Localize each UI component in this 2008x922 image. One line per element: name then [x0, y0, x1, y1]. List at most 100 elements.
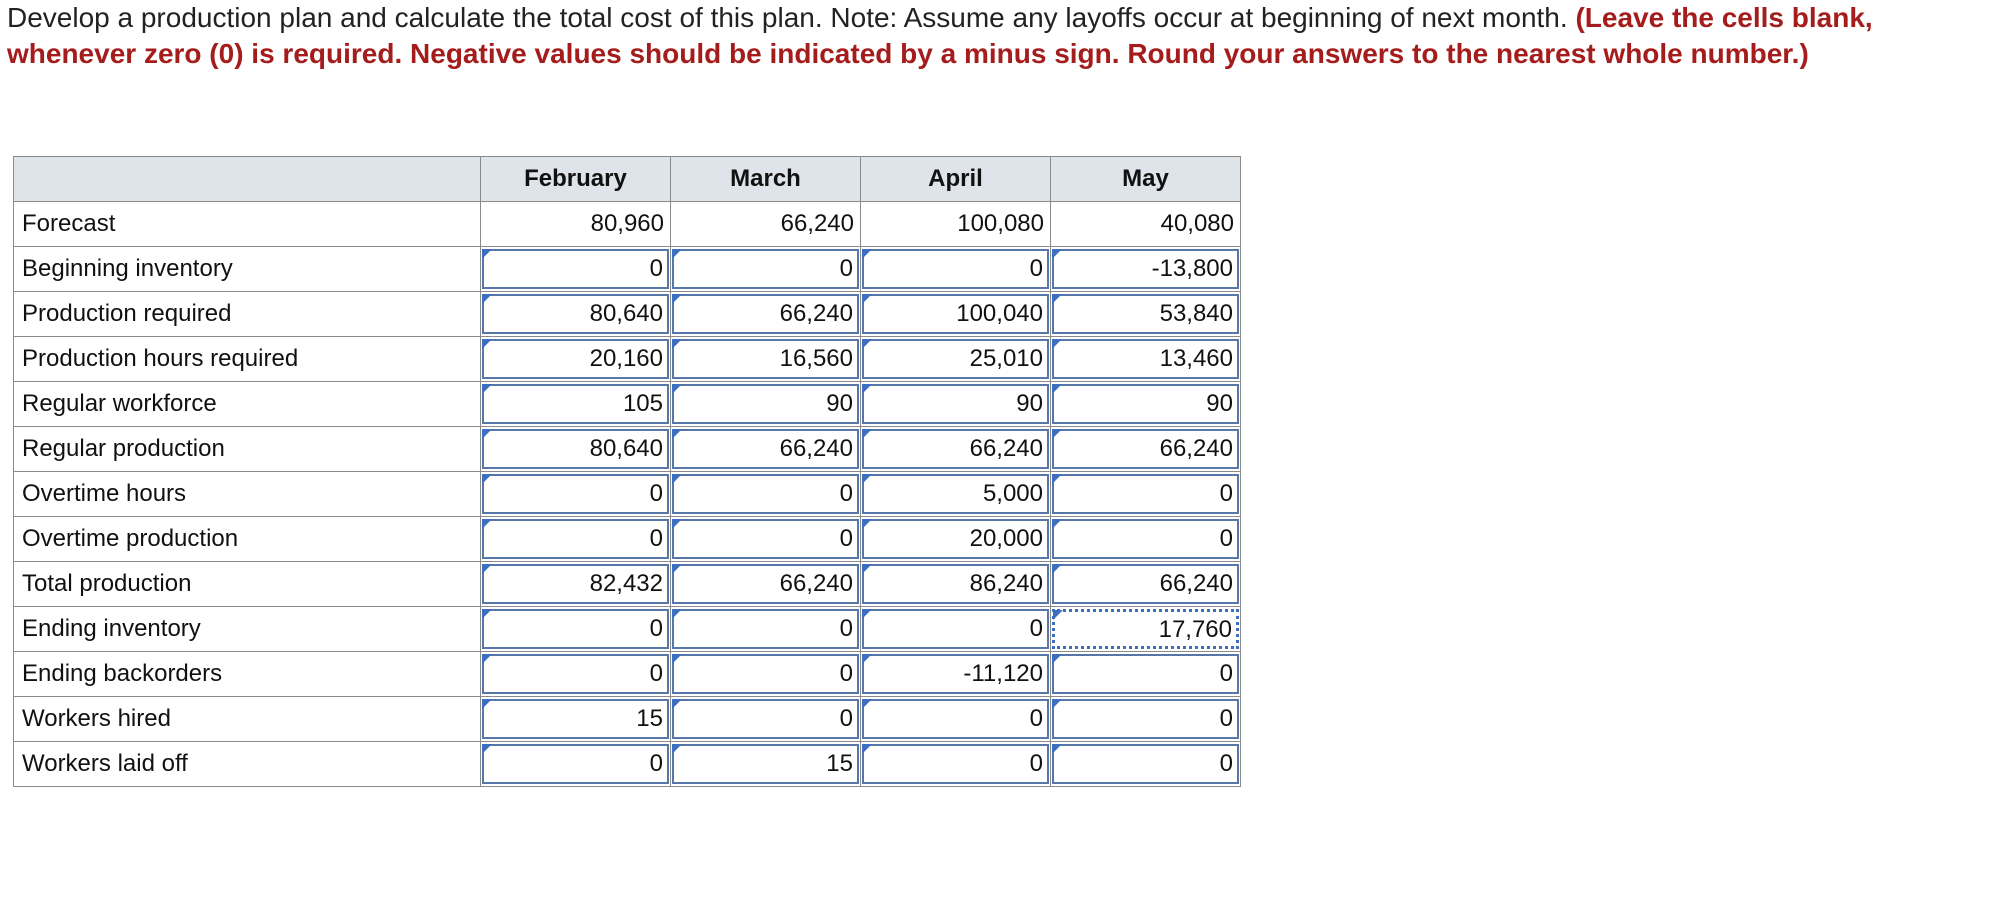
cell: 20,160: [480, 336, 671, 382]
input-cell[interactable]: 0: [482, 654, 669, 694]
instruction-text: Develop a production plan and calculate …: [7, 2, 1568, 33]
cell: 100,080: [860, 201, 1051, 247]
column-header: February: [480, 156, 671, 202]
table-row: Production required 80,640 66,240 100,040 53…: [13, 291, 1241, 337]
input-cell[interactable]: 0: [672, 609, 859, 649]
cell: 13,460: [1050, 336, 1241, 382]
cell: 82,432: [480, 561, 671, 607]
cell: 20,000: [860, 516, 1051, 562]
cell: 86,240: [860, 561, 1051, 607]
table-body: Forecast 80,960 66,240 100,080 40,080 Beginni…: [13, 201, 1241, 787]
input-cell[interactable]: -11,120: [862, 654, 1049, 694]
input-cell[interactable]: 0: [1052, 519, 1239, 559]
input-cell[interactable]: 5,000: [862, 474, 1049, 514]
row-label: Forecast: [13, 201, 481, 247]
cell: 0: [1050, 516, 1241, 562]
input-cell[interactable]: 0: [862, 744, 1049, 784]
input-cell[interactable]: 0: [862, 249, 1049, 289]
cell: 0: [670, 696, 861, 742]
input-cell[interactable]: 0: [482, 744, 669, 784]
input-cell[interactable]: 0: [672, 474, 859, 514]
header-corner: [13, 156, 481, 202]
input-cell[interactable]: 0: [482, 519, 669, 559]
cell: 66,240: [670, 426, 861, 472]
table-row: Workers laid off 0 15 0 0: [13, 741, 1241, 787]
input-cell[interactable]: 90: [1052, 384, 1239, 424]
row-label: Workers hired: [13, 696, 481, 742]
column-header: March: [670, 156, 861, 202]
input-cell[interactable]: 0: [1052, 699, 1239, 739]
input-cell[interactable]: 0: [862, 609, 1049, 649]
input-cell[interactable]: 66,240: [1052, 564, 1239, 604]
cell: 66,240: [1050, 561, 1241, 607]
cell: 0: [670, 471, 861, 517]
input-cell[interactable]: 66,240: [1052, 429, 1239, 469]
input-cell[interactable]: 82,432: [482, 564, 669, 604]
row-label: Production hours required: [13, 336, 481, 382]
table-row: Workers hired 15 0 0 0: [13, 696, 1241, 742]
input-cell[interactable]: 105: [482, 384, 669, 424]
table-row: Ending backorders 0 0 -11,120 0: [13, 651, 1241, 697]
cell: 66,240: [670, 561, 861, 607]
input-cell[interactable]: 80,640: [482, 294, 669, 334]
input-cell[interactable]: 0: [1052, 474, 1239, 514]
input-cell[interactable]: 0: [672, 519, 859, 559]
cell: -11,120: [860, 651, 1051, 697]
cell: 0: [480, 606, 671, 652]
instructions: Develop a production plan and calculate …: [7, 0, 1897, 72]
input-cell[interactable]: 0: [482, 609, 669, 649]
cell: -13,800: [1050, 246, 1241, 292]
table-row: Ending inventory 0 0 0 17,760: [13, 606, 1241, 652]
input-cell[interactable]: 53,840: [1052, 294, 1239, 334]
row-label: Overtime hours: [13, 471, 481, 517]
table-row: Production hours required 20,160 16,560 25,…: [13, 336, 1241, 382]
input-cell[interactable]: 0: [482, 249, 669, 289]
input-cell[interactable]: 66,240: [862, 429, 1049, 469]
cell: 5,000: [860, 471, 1051, 517]
input-cell[interactable]: 15: [672, 744, 859, 784]
cell: 0: [670, 606, 861, 652]
cell: 80,640: [480, 426, 671, 472]
input-cell[interactable]: 66,240: [672, 429, 859, 469]
cell: 0: [480, 471, 671, 517]
input-cell[interactable]: 80,640: [482, 429, 669, 469]
input-cell[interactable]: 17,760: [1052, 609, 1239, 649]
input-cell[interactable]: 13,460: [1052, 339, 1239, 379]
input-cell[interactable]: 15: [482, 699, 669, 739]
input-cell[interactable]: 0: [1052, 744, 1239, 784]
input-cell[interactable]: 16,560: [672, 339, 859, 379]
input-cell[interactable]: 90: [862, 384, 1049, 424]
input-cell[interactable]: 90: [672, 384, 859, 424]
input-cell[interactable]: 0: [672, 249, 859, 289]
input-cell[interactable]: 0: [1052, 654, 1239, 694]
cell: 25,010: [860, 336, 1051, 382]
input-cell[interactable]: 20,160: [482, 339, 669, 379]
table-row: Overtime production 0 0 20,000 0: [13, 516, 1241, 562]
input-cell[interactable]: 0: [482, 474, 669, 514]
input-cell[interactable]: 86,240: [862, 564, 1049, 604]
input-cell[interactable]: 66,240: [672, 564, 859, 604]
cell: 0: [1050, 651, 1241, 697]
cell: 0: [480, 516, 671, 562]
cell: 15: [670, 741, 861, 787]
cell: 80,960: [480, 201, 671, 247]
input-cell[interactable]: 100,040: [862, 294, 1049, 334]
input-cell[interactable]: 0: [672, 654, 859, 694]
input-cell[interactable]: 66,240: [672, 294, 859, 334]
input-cell[interactable]: 0: [862, 699, 1049, 739]
cell: 0: [860, 606, 1051, 652]
input-cell[interactable]: 20,000: [862, 519, 1049, 559]
input-cell[interactable]: 25,010: [862, 339, 1049, 379]
cell: 15: [480, 696, 671, 742]
input-cell[interactable]: 0: [672, 699, 859, 739]
cell: 100,040: [860, 291, 1051, 337]
table-row: Beginning inventory 0 0 0 -13,800: [13, 246, 1241, 292]
row-label: Regular workforce: [13, 381, 481, 427]
instruction-note: (Leave the cells blank, whenever zero (0…: [7, 2, 1873, 69]
cell: 0: [480, 651, 671, 697]
row-label: Workers laid off: [13, 741, 481, 787]
cell: 90: [860, 381, 1051, 427]
input-cell[interactable]: -13,800: [1052, 249, 1239, 289]
cell: 0: [1050, 471, 1241, 517]
